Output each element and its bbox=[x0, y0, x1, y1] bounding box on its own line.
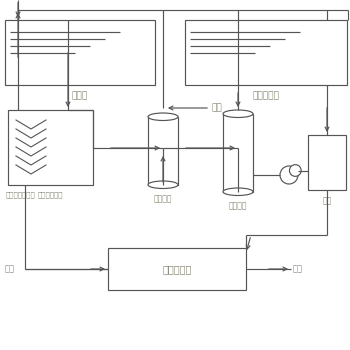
Bar bbox=[308, 135, 346, 190]
Bar bbox=[108, 248, 246, 290]
Text: 酸纯化系统: 酸纯化系统 bbox=[162, 264, 192, 274]
Text: 加物: 加物 bbox=[5, 265, 15, 273]
Text: 酸洗槽: 酸洗槽 bbox=[72, 91, 88, 100]
Bar bbox=[8, 110, 93, 185]
Bar bbox=[185, 20, 347, 85]
Text: 废液: 废液 bbox=[293, 265, 303, 273]
Text: 生产: 生产 bbox=[322, 196, 332, 205]
Circle shape bbox=[280, 166, 298, 184]
Text: 产工艺储水槽: 产工艺储水槽 bbox=[38, 191, 63, 198]
Bar bbox=[148, 117, 178, 185]
Ellipse shape bbox=[148, 113, 178, 120]
Text: 水过滤器: 水过滤器 bbox=[154, 195, 172, 203]
Ellipse shape bbox=[223, 188, 253, 196]
Text: 进水: 进水 bbox=[212, 104, 223, 112]
Ellipse shape bbox=[223, 110, 253, 118]
Bar bbox=[223, 114, 253, 192]
Ellipse shape bbox=[148, 181, 178, 189]
Circle shape bbox=[289, 164, 301, 176]
Text: 酸洗漂洗槽: 酸洗漂洗槽 bbox=[253, 91, 279, 100]
Bar bbox=[5, 20, 155, 85]
Text: 产产工艺储水槽: 产产工艺储水槽 bbox=[6, 191, 36, 198]
Text: 酸过滤器: 酸过滤器 bbox=[229, 202, 247, 210]
